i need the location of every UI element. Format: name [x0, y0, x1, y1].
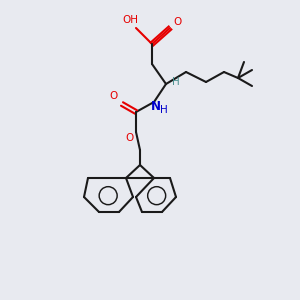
- Text: O: O: [174, 17, 182, 27]
- Text: O: O: [110, 91, 118, 101]
- Text: N: N: [151, 100, 161, 112]
- Text: H: H: [172, 77, 180, 87]
- Text: OH: OH: [122, 15, 138, 25]
- Text: H: H: [160, 105, 168, 115]
- Text: O: O: [126, 133, 134, 143]
